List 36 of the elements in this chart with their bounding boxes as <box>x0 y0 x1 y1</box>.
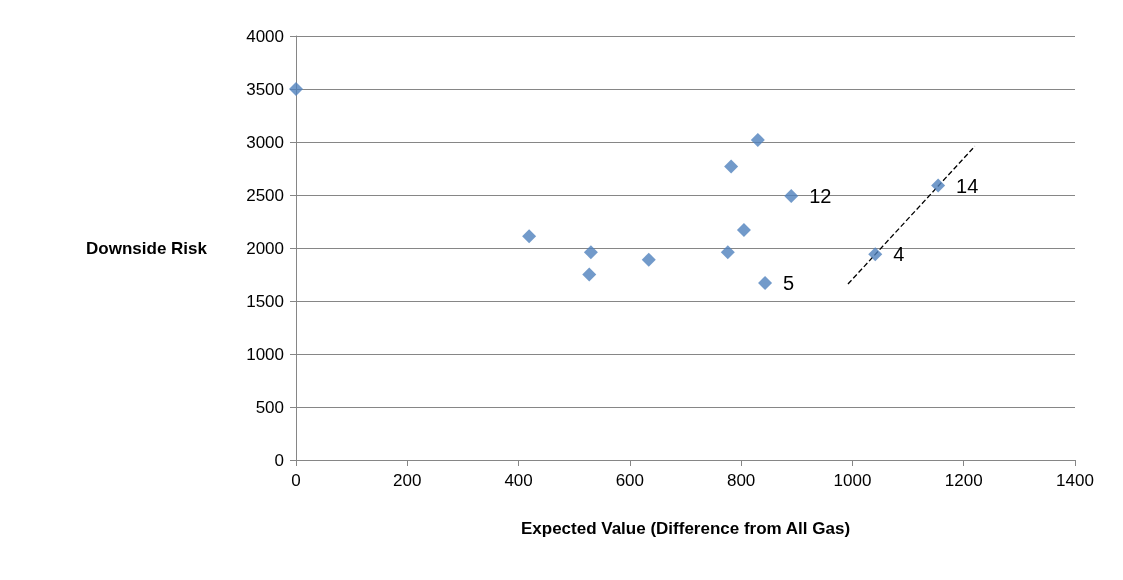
x-axis-title: Expected Value (Difference from All Gas) <box>520 519 851 538</box>
y-tick-label: 0 <box>274 450 284 470</box>
x-tick-label: 1400 <box>1056 471 1094 490</box>
x-tick-label: 800 <box>726 471 756 490</box>
point <box>583 245 598 260</box>
point <box>724 159 739 174</box>
point <box>931 178 946 193</box>
x-tick-label: 200 <box>393 471 422 490</box>
point <box>720 245 735 260</box>
y-tick-label: 4000 <box>246 26 284 46</box>
point <box>736 222 751 237</box>
point <box>758 275 773 290</box>
y-tick-label: 3000 <box>246 132 284 152</box>
point <box>522 229 537 244</box>
point <box>641 252 656 267</box>
point <box>289 82 303 96</box>
annotation: 5 <box>783 271 795 294</box>
annotation: 4 <box>893 243 905 266</box>
x-tick-label: 1200 <box>944 471 983 490</box>
point <box>868 247 883 262</box>
point <box>784 189 799 204</box>
y-tick-label: 3500 <box>246 79 284 99</box>
point <box>750 132 765 147</box>
x-tick-label: 600 <box>615 471 645 490</box>
y-tick-label: 1000 <box>246 344 284 364</box>
point <box>582 267 597 282</box>
y-tick-label: 2000 <box>246 238 284 258</box>
x-tick-label: 400 <box>504 471 533 490</box>
y-tick-label: 1500 <box>246 291 284 311</box>
y-tick-label: 2500 <box>246 185 284 205</box>
y-tick-label: 500 <box>255 397 284 417</box>
x-tick-label: 0 <box>291 471 301 490</box>
y-axis-title: Downside Risk <box>86 238 208 258</box>
annotation: 12 <box>809 185 832 208</box>
x-tick-label: 1000 <box>833 471 872 490</box>
annotation: 14 <box>956 174 979 197</box>
